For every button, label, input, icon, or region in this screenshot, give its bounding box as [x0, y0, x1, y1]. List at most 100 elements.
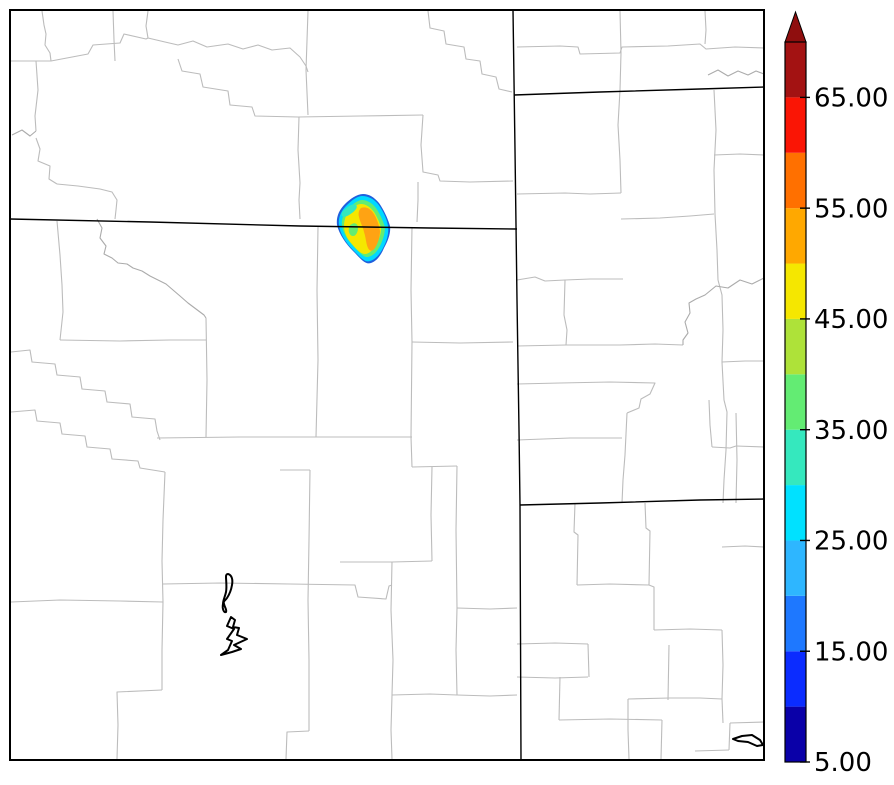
lakes-layer: [220, 573, 764, 747]
river-line: [11, 129, 37, 137]
county-boundary-line: [297, 116, 301, 220]
county-boundary-line: [729, 721, 765, 724]
county-boundary-line: [516, 676, 589, 679]
colorbar-tick-label: 65.00: [814, 83, 888, 113]
river-line: [682, 277, 765, 345]
colorbar-segment: [785, 429, 806, 486]
county-boundary-line: [145, 10, 149, 39]
county-boundary-line: [410, 226, 413, 468]
county-boundary-line: [660, 719, 663, 760]
county-boundary-line: [516, 343, 684, 347]
colorbar-segment: [785, 374, 806, 430]
county-boundary-line: [416, 182, 419, 223]
county-boundary-line: [627, 697, 723, 700]
state-boundary-line: [9, 218, 518, 230]
county-boundary-line: [713, 89, 719, 281]
county-boundary-line: [10, 349, 161, 441]
colorbar-segment: [785, 318, 806, 375]
colorbar-segment: [785, 595, 806, 652]
county-boundary-line: [11, 33, 149, 62]
lake-outline: [732, 734, 764, 747]
county-boundary-line: [147, 37, 309, 73]
county-boundary-line: [721, 698, 724, 724]
colorbar-segment: [785, 42, 806, 98]
county-boundary-line: [161, 471, 166, 690]
colorbar-segment: [785, 651, 806, 707]
county-boundary-line: [516, 437, 622, 441]
county-boundary-line: [297, 114, 424, 118]
county-boundary-line: [516, 192, 622, 195]
colorbar-segment: [785, 97, 806, 153]
county-boundary-line: [573, 502, 579, 586]
county-boundary-line: [516, 642, 589, 645]
state-boundary-line: [513, 86, 765, 96]
county-boundary-line: [162, 582, 393, 600]
echo-patch-cyan: [341, 204, 357, 217]
county-boundary-line: [10, 409, 166, 473]
county-boundary-line: [41, 10, 52, 62]
county-boundary-line: [721, 360, 764, 363]
county-boundary-line: [116, 689, 163, 760]
county-boundary-line: [644, 502, 655, 630]
county-boundary-line: [576, 583, 650, 586]
lake-outline: [220, 616, 248, 656]
colorbar-tick-label: 25.00: [814, 527, 888, 557]
colorbar-outline: [784, 41, 807, 763]
county-boundary-line: [621, 412, 628, 504]
colorbar-segment: [785, 706, 806, 762]
colorbar-tick-label: 35.00: [814, 416, 888, 446]
river-line: [96, 218, 207, 319]
county-boundary-line: [735, 445, 765, 448]
county-boundary-line: [411, 465, 458, 468]
county-boundary-line: [558, 676, 561, 721]
county-boundary-line: [420, 114, 514, 183]
map-frame-layer: [9, 9, 765, 761]
county-boundary-line: [717, 279, 724, 363]
colorbar: 65.00 55.00 45.00 35.00 25.00 15.00 5.00: [784, 10, 888, 778]
colorbar-segment: [785, 208, 806, 264]
colorbar-segment: [785, 152, 806, 209]
county-boundary-line: [708, 399, 713, 448]
county-boundary-line: [516, 43, 765, 55]
county-boundary-line: [694, 749, 730, 752]
county-boundary-line: [713, 153, 765, 156]
county-boundary-line: [627, 699, 630, 760]
radar-echo-layer: [336, 194, 391, 264]
county-boundary-line: [307, 469, 311, 731]
colorbar-tick-label: 55.00: [814, 194, 888, 224]
county-boundary-line: [177, 58, 299, 118]
county-boundary-line: [427, 10, 513, 93]
county-boundary-line: [285, 730, 310, 760]
county-boundary-line: [455, 465, 458, 609]
county-boundary-line: [617, 10, 622, 194]
county-boundary-line: [620, 213, 715, 220]
colorbar-tick-label: 15.00: [814, 637, 888, 667]
county-boundary-line: [456, 607, 518, 610]
map-frame: [9, 9, 765, 761]
county-boundary-line: [112, 10, 116, 62]
colorbar-segment: [785, 263, 806, 319]
echo-core-orange: [358, 207, 380, 251]
county-boundary-line: [59, 339, 206, 342]
county-boundary-line: [728, 722, 731, 751]
colorbar-segment: [785, 485, 806, 541]
county-boundary-line: [704, 10, 707, 45]
county-boundary-line: [516, 381, 656, 414]
colorbar-extend-arrow: [784, 10, 807, 43]
county-boundary-line: [667, 644, 670, 701]
county-boundary-line: [35, 137, 58, 185]
county-boundary-line: [721, 545, 765, 548]
county-boundary-line: [391, 693, 518, 697]
county-boundary-line: [430, 466, 433, 562]
county-boundary-line: [587, 643, 590, 678]
state-boundary-line: [519, 498, 765, 506]
river-line: [707, 69, 765, 77]
county-boundary-line: [56, 220, 64, 341]
county-boundary-line: [56, 183, 118, 220]
colorbar-tick-label: 5.00: [814, 748, 872, 778]
county-boundary-line: [205, 317, 208, 438]
rivers-layer: [11, 69, 765, 345]
county-boundary-line: [721, 629, 724, 700]
state-boundaries-layer: [9, 9, 765, 761]
